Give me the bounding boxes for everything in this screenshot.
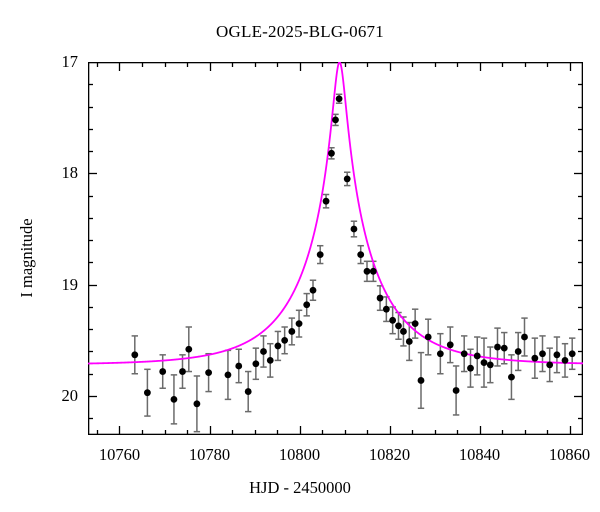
chart-title: OGLE-2025-BLG-0671 (216, 22, 384, 41)
data-point (400, 328, 407, 335)
data-point (521, 333, 528, 341)
data-point (417, 377, 425, 384)
data-point (252, 360, 260, 368)
x-axis-tick-label: 10840 (458, 445, 501, 464)
y-axis-title: I magnitude (17, 218, 36, 298)
data-point (452, 387, 460, 394)
data-point (193, 400, 201, 408)
data-point (382, 305, 390, 313)
x-axis-tick-label: 10820 (368, 445, 411, 464)
x-axis-tick-label: 10860 (548, 445, 591, 464)
data-point (411, 320, 419, 328)
x-axis-tick-label: 10780 (188, 445, 231, 464)
y-axis-tick-label: 18 (61, 163, 79, 183)
data-point (131, 351, 139, 359)
data-point (274, 342, 282, 350)
light-curve-plot (88, 62, 583, 435)
data-point (568, 350, 576, 358)
data-point (376, 294, 384, 302)
data-point (224, 371, 232, 379)
data-point (405, 338, 413, 345)
data-point (486, 361, 494, 369)
data-point (185, 345, 193, 353)
data-point (480, 359, 488, 367)
plot-area (88, 62, 583, 435)
data-point (389, 316, 397, 324)
data-point (288, 328, 296, 335)
data-point (244, 388, 252, 395)
data-point (170, 395, 178, 403)
x-axis-tick-label: 10800 (278, 445, 321, 464)
data-point (561, 357, 569, 364)
data-point (508, 373, 515, 381)
data-point (159, 368, 167, 375)
data-point (473, 352, 481, 360)
model-curve (88, 62, 583, 365)
data-point (281, 336, 289, 344)
data-point (332, 116, 339, 124)
x-axis-ticks (96, 62, 572, 435)
y-axis-ticks (88, 83, 583, 420)
data-point (266, 357, 274, 364)
data-point (553, 351, 561, 359)
data-point (546, 361, 554, 369)
data-point (460, 350, 468, 358)
error-bars (131, 93, 576, 433)
data-point (363, 267, 371, 275)
data-point (144, 389, 151, 397)
data-point (179, 368, 186, 375)
data-point (303, 301, 311, 309)
data-point (295, 320, 303, 328)
data-point (395, 322, 402, 330)
y-axis-tick-label: 19 (61, 274, 79, 294)
y-axis-tick-label: 17 (61, 52, 79, 71)
data-point (205, 369, 212, 377)
data-point (335, 95, 343, 103)
data-point (446, 341, 454, 349)
data-point (500, 344, 508, 352)
data-point (531, 354, 539, 362)
data-point (343, 175, 351, 183)
data-point (514, 348, 522, 355)
data-points (131, 95, 576, 408)
y-axis-tick-label: 20 (61, 386, 79, 406)
data-point (436, 350, 444, 358)
data-point (424, 333, 432, 341)
data-point (369, 267, 377, 275)
data-point (322, 197, 330, 205)
data-point (357, 251, 365, 259)
data-point (539, 350, 546, 358)
data-point (260, 348, 267, 355)
plot-frame (88, 62, 583, 435)
data-point (309, 286, 317, 294)
data-point (350, 225, 358, 233)
data-point (316, 251, 324, 259)
x-axis-title: HJD - 2450000 (249, 478, 351, 497)
data-point (328, 149, 335, 157)
x-axis-tick-label: 10760 (98, 445, 141, 464)
data-point (494, 343, 501, 351)
data-point (467, 364, 474, 372)
data-point (235, 362, 243, 370)
